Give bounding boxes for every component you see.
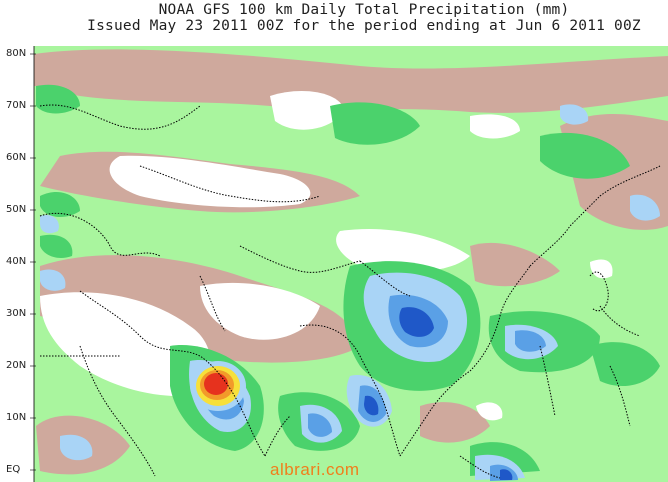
extreme-precip-zones [364,307,513,480]
lat-label-70n: 70N [6,100,27,111]
title-block: NOAA GFS 100 km Daily Total Precipitatio… [0,0,668,46]
coastlines [39,104,661,479]
lat-label-80n: 80N [6,48,27,59]
map-subtitle: Issued May 23 2011 00Z for the period en… [87,18,641,34]
watermark: albrari.com [270,460,360,479]
latitude-ticks [30,53,36,471]
dry-white-zones [40,91,613,421]
cyclone-hotspot [190,361,246,411]
lat-label-30n: 30N [6,308,27,319]
lat-label-20n: 20N [6,360,27,371]
lat-label-10n: 10N [6,412,27,423]
map-title: NOAA GFS 100 km Daily Total Precipitatio… [158,2,570,18]
lat-label-eq: EQ [6,464,21,475]
precipitation-map [30,46,668,482]
lat-label-60n: 60N [6,152,27,163]
lat-label-50n: 50N [6,204,27,215]
lat-label-40n: 40N [6,256,27,267]
